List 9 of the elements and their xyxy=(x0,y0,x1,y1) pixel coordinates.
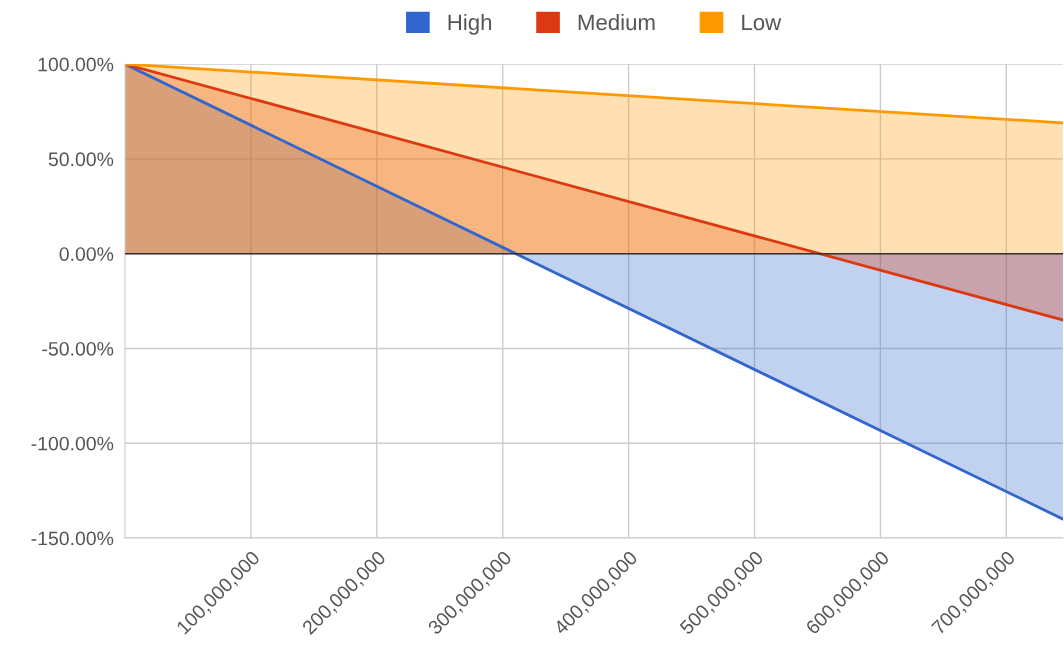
legend-label: Medium xyxy=(578,13,655,31)
y-tick-label: 100.00% xyxy=(38,57,114,72)
y-tick-label: -100.00% xyxy=(31,436,114,451)
y-tick-label: 0.00% xyxy=(59,247,114,261)
legend-label: High xyxy=(448,13,492,35)
y-tick-label: 50.00% xyxy=(48,152,114,167)
y-tick-label: -50.00% xyxy=(42,341,114,356)
y-tick-label: -150.00% xyxy=(31,531,114,546)
legend-label: Low xyxy=(742,14,782,31)
